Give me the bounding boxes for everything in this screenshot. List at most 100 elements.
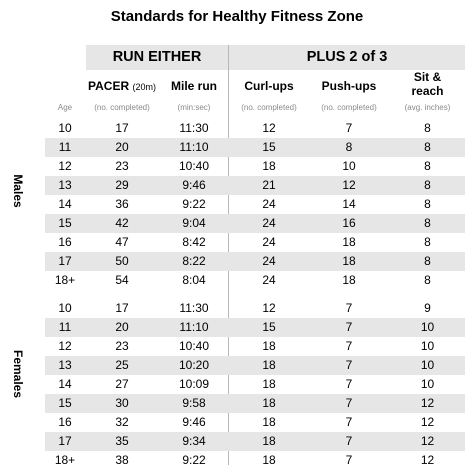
table-cell: 8:04	[182, 273, 206, 287]
table-cell: 24	[262, 273, 276, 287]
table-cell: 10	[58, 301, 72, 315]
table-cell: 11:30	[179, 301, 209, 315]
table-cell: 7	[345, 320, 353, 334]
table-cell: 10:09	[178, 377, 210, 391]
table-cell: 8	[424, 254, 431, 268]
table-cell: 10	[342, 159, 356, 173]
table-cell: 7	[345, 358, 353, 372]
table-cell: 10:40	[178, 339, 210, 353]
table-row: 16 47 8:42 24 18 8	[45, 233, 465, 252]
table-cell: 21	[262, 178, 276, 192]
table-cell: 13	[58, 178, 72, 192]
table-cell: 18+	[54, 453, 76, 467]
table-cell: 11:10	[179, 320, 209, 334]
table-cell: 10	[58, 121, 72, 135]
table-cell: 10:20	[178, 358, 210, 372]
table-cell: 17	[115, 121, 129, 135]
table-row: 10 17 11:30 12 7 9	[45, 299, 465, 318]
table-row: 16 32 9:46 18 7 12	[45, 413, 465, 432]
table-cell: 9:58	[182, 396, 206, 410]
table-cell: 42	[115, 216, 129, 230]
table-cell: 18	[262, 415, 276, 429]
table-cell: 9:04	[182, 216, 206, 230]
table-cell: 7	[345, 434, 353, 448]
table-cell: 8	[424, 140, 431, 154]
table-cell: 20	[115, 320, 129, 334]
table-cell: 24	[262, 235, 276, 249]
table-row: 17 35 9:34 18 7 12	[45, 432, 465, 451]
table-cell: 12	[58, 159, 72, 173]
col-header-sit-reach: Sit & reach	[411, 70, 444, 98]
table-cell: 7	[345, 301, 353, 315]
table-cell: 36	[115, 197, 129, 211]
table-cell: 54	[115, 273, 129, 287]
table-cell: 32	[115, 415, 129, 429]
table-cell: 11	[58, 140, 72, 154]
table-row: 18+ 38 9:22 18 7 12	[45, 451, 465, 470]
table-cell: 47	[115, 235, 129, 249]
col-sub-pacer: (no. completed)	[94, 103, 150, 112]
table-row: 12 23 10:40 18 7 10	[45, 337, 465, 356]
table-cell: 11:10	[179, 140, 209, 154]
table-cell: 12	[58, 339, 72, 353]
table-cell: 8:22	[182, 254, 206, 268]
table-row: 15 30 9:58 18 7 12	[45, 394, 465, 413]
table-row: 13 25 10:20 18 7 10	[45, 356, 465, 375]
table-cell: 23	[115, 159, 129, 173]
table-cell: 9:22	[182, 197, 206, 211]
table-cell: 18+	[54, 273, 76, 287]
table-cell: 11:30	[179, 121, 209, 135]
table-cell: 16	[58, 415, 72, 429]
table-cell: 12	[420, 453, 435, 467]
table-cell: 7	[345, 121, 353, 135]
table-cell: 8	[424, 216, 431, 230]
table-cell: 8	[424, 121, 431, 135]
table-row: 11 20 11:10 15 8 8	[45, 138, 465, 157]
table-cell: 29	[115, 178, 129, 192]
table-row: 14 36 9:22 24 14 8	[45, 195, 465, 214]
table-row: 18+ 54 8:04 24 18 8	[45, 271, 465, 290]
table-cell: 11	[58, 320, 72, 334]
table-cell: 15	[58, 396, 72, 410]
col-header-curl-ups: Curl-ups	[244, 79, 294, 93]
col-header-pacer: PACER (20m)	[88, 79, 156, 93]
table-cell: 7	[345, 339, 353, 353]
table-cell: 8	[424, 178, 431, 192]
table-cell: 8:42	[182, 235, 206, 249]
table-cell: 18	[262, 453, 276, 467]
table-cell: 14	[342, 197, 356, 211]
table-cell: 12	[262, 121, 276, 135]
table-cell: 10	[420, 339, 435, 353]
col-sub-push-ups: (no. completed)	[321, 103, 377, 112]
table-cell: 8	[424, 273, 431, 287]
table-row: 13 29 9:46 21 12 8	[45, 176, 465, 195]
table-cell: 18	[262, 396, 276, 410]
col-sub-age: Age	[57, 103, 73, 112]
table-cell: 18	[262, 339, 276, 353]
table-cell: 12	[420, 396, 435, 410]
section-label-males: Males	[11, 174, 25, 208]
col-header-mile-run: Mile run	[170, 79, 217, 93]
table-row: 15 42 9:04 24 16 8	[45, 214, 465, 233]
table-cell: 10:40	[178, 159, 210, 173]
table-cell: 13	[58, 358, 72, 372]
table-cell: 15	[262, 140, 276, 154]
col-header-push-ups: Push-ups	[321, 79, 377, 93]
table-row: 12 23 10:40 18 10 8	[45, 157, 465, 176]
col-sub-mile-run: (min:sec)	[177, 103, 211, 112]
table-cell: 24	[262, 216, 276, 230]
table-cell: 38	[115, 453, 129, 467]
col-sub-sit-reach: (avg. inches)	[404, 103, 451, 112]
table-cell: 10	[420, 377, 435, 391]
table-cell: 9:22	[182, 453, 206, 467]
table-cell: 7	[345, 396, 353, 410]
table-cell: 30	[115, 396, 129, 410]
table-cell: 8	[424, 159, 431, 173]
table-cell: 35	[115, 434, 129, 448]
table-cell: 20	[115, 140, 129, 154]
table-cell: 16	[58, 235, 72, 249]
table-row: 14 27 10:09 18 7 10	[45, 375, 465, 394]
table-cell: 7	[345, 377, 353, 391]
table-cell: 9:46	[182, 415, 206, 429]
table-cell: 10	[420, 358, 435, 372]
